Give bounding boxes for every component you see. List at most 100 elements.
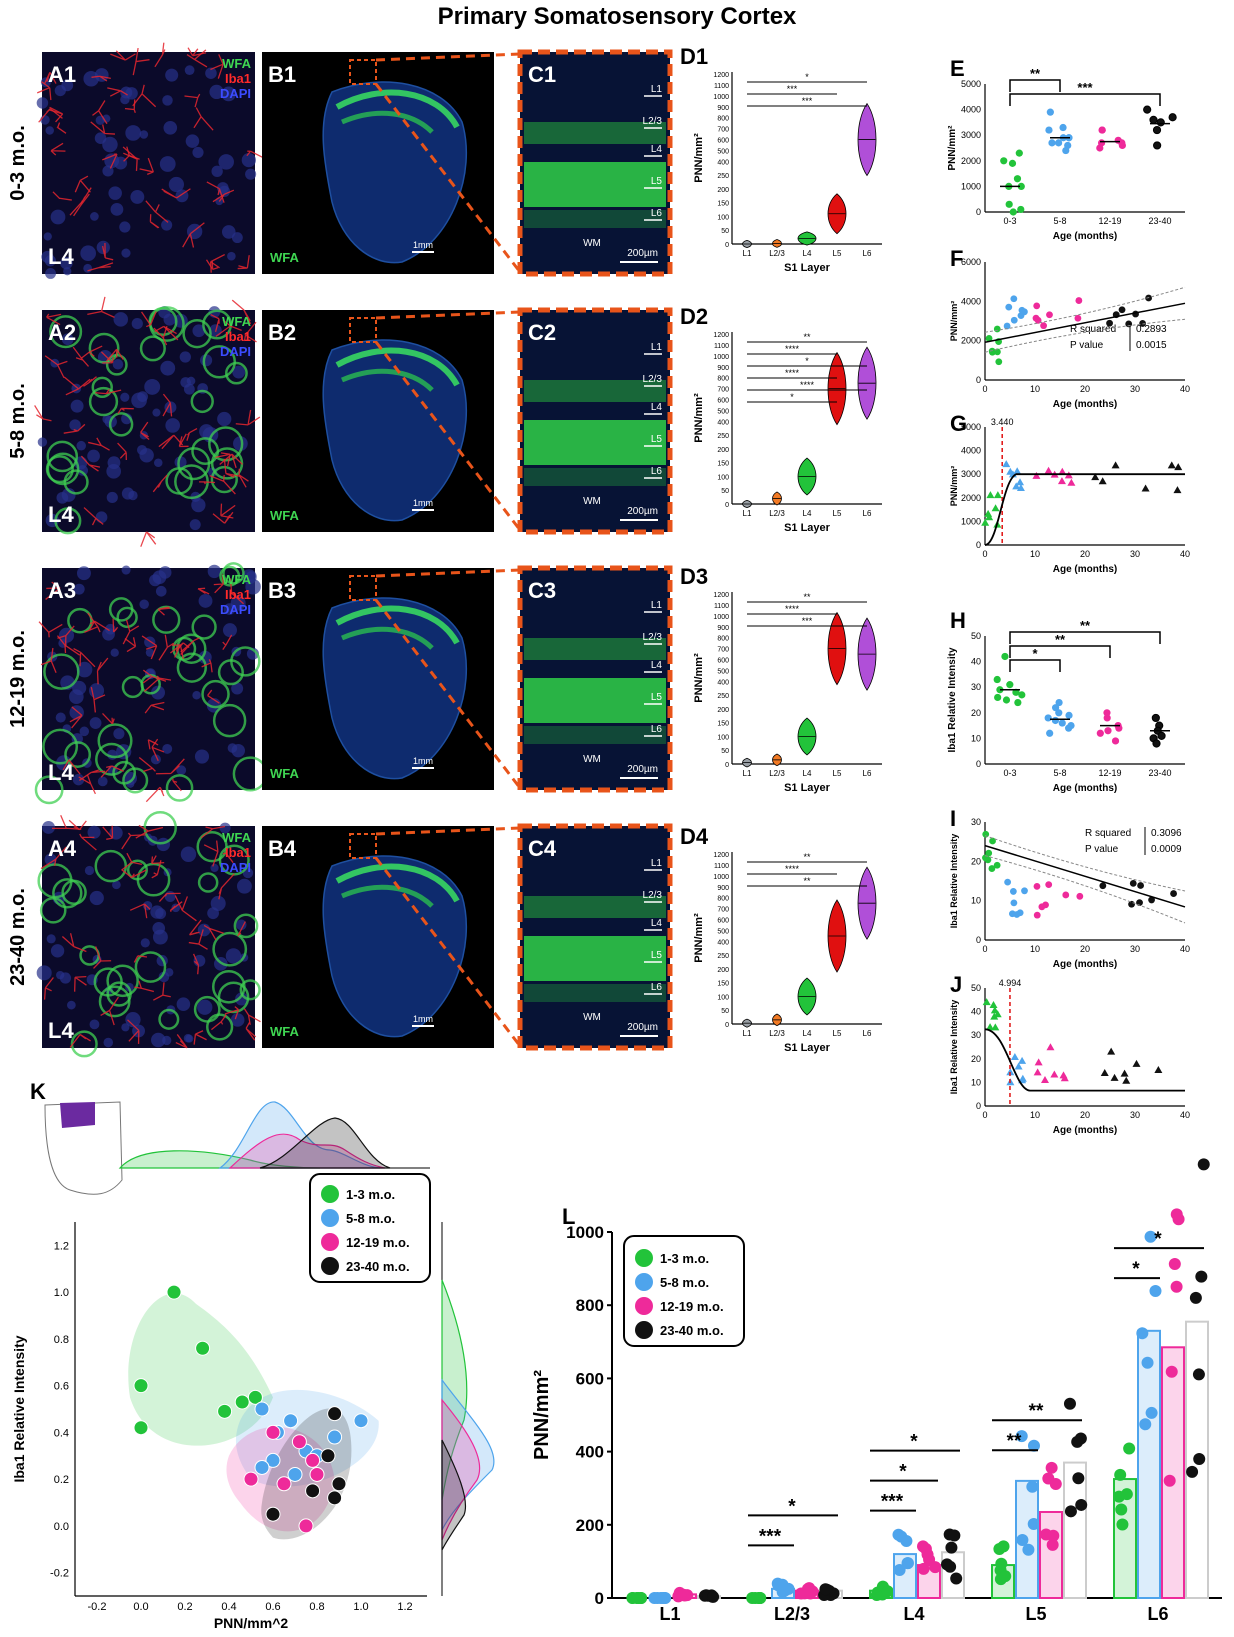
x-tick-label: L1 bbox=[743, 1029, 752, 1038]
data-point bbox=[287, 1466, 303, 1482]
pnn-ring bbox=[212, 703, 247, 738]
nucleus bbox=[245, 168, 257, 180]
pnn-ring bbox=[217, 981, 250, 1014]
layer6-band bbox=[524, 726, 666, 744]
data-point bbox=[635, 1592, 648, 1604]
data-point bbox=[1033, 882, 1041, 890]
pnn-ring bbox=[176, 652, 207, 683]
data-point bbox=[1152, 125, 1162, 135]
x-tick-label: 0-3 bbox=[1003, 768, 1016, 778]
y-tick-label: 6000 bbox=[961, 257, 981, 267]
nucleus bbox=[45, 126, 54, 135]
cortical-layer-label: L1 bbox=[651, 342, 663, 353]
y-tick-label: 400 bbox=[717, 159, 729, 166]
stain-label-iba1: Iba1 bbox=[225, 587, 251, 602]
data-point bbox=[1075, 297, 1083, 304]
data-point bbox=[1046, 729, 1054, 737]
significance-bracket bbox=[1009, 93, 1161, 106]
microglia-process bbox=[44, 72, 57, 84]
data-point bbox=[195, 1340, 211, 1356]
microglia-process bbox=[153, 982, 171, 1001]
panel-label: A3 bbox=[48, 578, 76, 603]
data-point bbox=[1021, 308, 1028, 316]
data-point bbox=[999, 1570, 1012, 1583]
panel-label: A1 bbox=[48, 62, 76, 87]
x-axis-label: Age (months) bbox=[1053, 1125, 1117, 1136]
data-point bbox=[1189, 1291, 1202, 1304]
layer5-band bbox=[524, 678, 666, 723]
data-point bbox=[901, 1557, 914, 1570]
marginal-density bbox=[441, 1279, 468, 1501]
layer4-band bbox=[524, 896, 666, 918]
nucleus bbox=[158, 971, 170, 983]
microglia-process bbox=[152, 474, 168, 493]
x-axis-label: Age (months) bbox=[1053, 959, 1117, 970]
nucleus bbox=[102, 627, 115, 641]
nucleus bbox=[120, 94, 130, 105]
data-point bbox=[988, 865, 996, 872]
microglia-process bbox=[45, 581, 61, 600]
violin-panel-3: D3 PNN/mm² 400 500 600 700 800 900 1000 1100 1200 0… bbox=[680, 564, 882, 794]
pnn-ring bbox=[126, 859, 148, 881]
microglia-process bbox=[161, 188, 191, 199]
row-2: 5-8 m.o.A2 WFAIba1DAPIL4B2WFA1mmC2L1L2/3L… bbox=[7, 296, 673, 547]
data-point bbox=[1014, 698, 1022, 707]
microglia-process bbox=[182, 222, 205, 248]
y-tick-label: 10 bbox=[971, 733, 981, 743]
microglia-process bbox=[80, 455, 101, 472]
x-tick-label: 1.0 bbox=[353, 1601, 368, 1613]
zoom-line bbox=[375, 310, 521, 320]
nucleus bbox=[191, 497, 206, 513]
microglia-process bbox=[172, 778, 182, 792]
data-point bbox=[1120, 1488, 1133, 1501]
pnn-ring bbox=[91, 376, 113, 398]
legend-label: 23-40 m.o. bbox=[660, 1323, 724, 1338]
pnn-ring bbox=[202, 345, 237, 379]
data-point bbox=[1021, 887, 1028, 895]
x-tick-label: 10 bbox=[1030, 1110, 1040, 1120]
significance-label: *** bbox=[759, 1526, 782, 1547]
x-tick-label: 40 bbox=[1180, 384, 1190, 394]
data-point bbox=[1096, 144, 1104, 152]
panel-label: H bbox=[950, 608, 966, 633]
x-tick-label: 20 bbox=[1080, 1110, 1090, 1120]
microglia-process bbox=[193, 107, 214, 131]
brain-region-icon bbox=[60, 1102, 95, 1128]
zoom-box bbox=[349, 833, 377, 859]
significance-label: * bbox=[1132, 1259, 1140, 1280]
microglia-process bbox=[155, 758, 185, 775]
data-point bbox=[1002, 460, 1011, 468]
microglia-process bbox=[73, 647, 96, 668]
x-tick-label: 10 bbox=[1030, 549, 1040, 559]
microglia-process bbox=[50, 142, 66, 156]
marginal-density bbox=[228, 1133, 386, 1169]
data-point bbox=[1123, 1442, 1136, 1455]
data-point bbox=[1076, 892, 1084, 900]
y-tick-label: 10 bbox=[971, 1077, 981, 1087]
bar bbox=[1161, 1346, 1185, 1600]
data-point bbox=[1005, 200, 1013, 208]
y-tick-label: 100 bbox=[717, 734, 729, 741]
nucleus bbox=[84, 865, 95, 876]
data-point bbox=[1018, 1056, 1027, 1064]
data-point bbox=[989, 1000, 998, 1008]
data-point bbox=[1013, 467, 1022, 475]
data-point bbox=[1152, 739, 1161, 748]
panel-label: D1 bbox=[680, 44, 708, 69]
significance-label: ** bbox=[1029, 1401, 1044, 1422]
pnn-ring bbox=[239, 979, 261, 1001]
x-tick-label: L1 bbox=[659, 1604, 680, 1624]
data-point bbox=[265, 1506, 281, 1522]
nucleus bbox=[194, 749, 210, 764]
microglia-process bbox=[229, 578, 245, 605]
data-point bbox=[1006, 681, 1014, 689]
stain-label-wfa: WFA bbox=[222, 572, 251, 587]
microglia-process bbox=[56, 122, 67, 134]
legend-swatch bbox=[635, 1321, 653, 1339]
row-1: 0-3 m.o.A1 WFAIba1DAPIL4B1WFA1mmC1L1L2/3L… bbox=[7, 42, 673, 279]
data-point bbox=[1060, 1074, 1069, 1082]
microglia-process bbox=[46, 313, 62, 326]
confidence-band bbox=[984, 855, 1186, 924]
row-age-label: 0-3 m.o. bbox=[7, 125, 29, 201]
pnn-ring bbox=[42, 728, 79, 765]
